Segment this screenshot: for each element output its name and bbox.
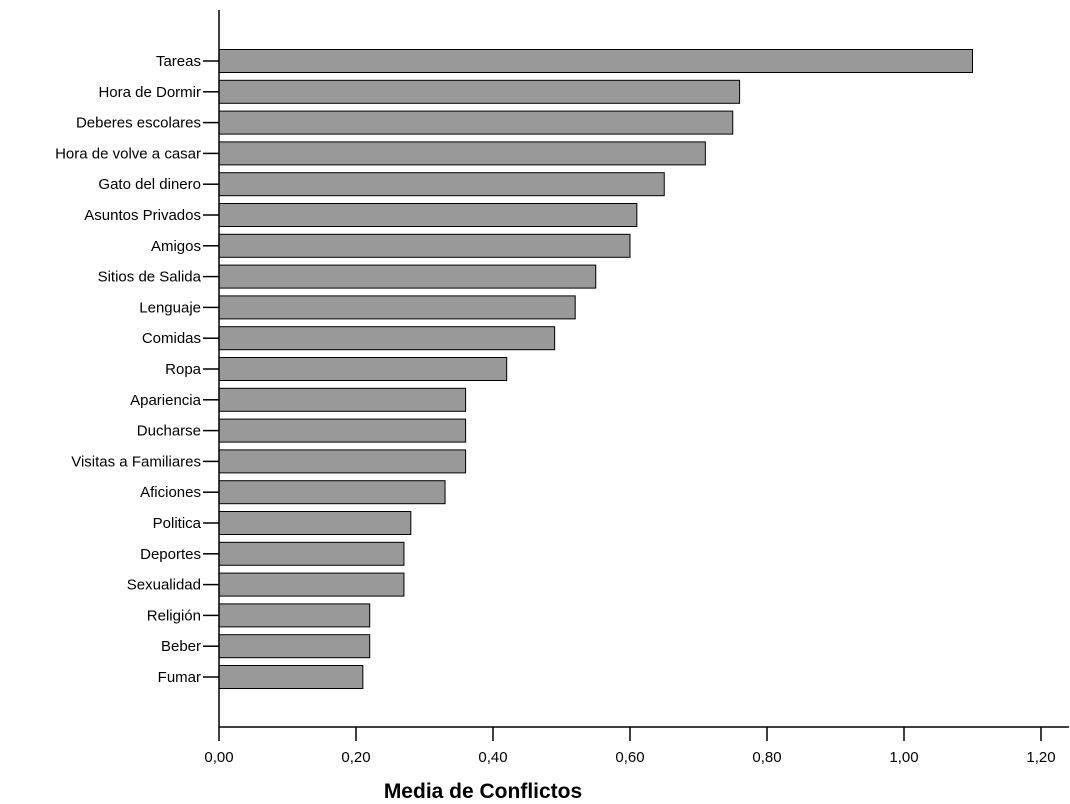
x-tick-label: 0,60 [615, 749, 644, 766]
bar [218, 326, 556, 351]
x-tick-label: 0,20 [341, 749, 370, 766]
y-tick-label: Hora de volve a casar [55, 145, 201, 162]
y-tick-label: Politica [153, 515, 202, 532]
y-tick-label: Fumar [158, 669, 201, 686]
y-tick-label: Aficiones [140, 484, 201, 501]
y-tick-label: Ropa [165, 361, 202, 378]
y-tick-label: Deportes [140, 546, 201, 563]
bar [218, 141, 706, 166]
y-tick-label: Deberes escolares [76, 115, 201, 132]
y-tick-label: Amigos [151, 238, 201, 255]
y-tick-label: Sitios de Salida [98, 269, 202, 286]
x-tick-label: 0,80 [752, 749, 781, 766]
bar [218, 357, 508, 381]
y-tick-label: Ducharse [137, 423, 201, 440]
bar [218, 387, 467, 412]
x-tick-label: 0,40 [478, 749, 507, 766]
bar [218, 233, 631, 258]
x-axis-title: Media de Conflictos [384, 780, 582, 803]
bar [218, 79, 741, 104]
y-tick-label: Tareas [156, 53, 201, 70]
y-tick-label: Asuntos Privados [84, 207, 201, 224]
y-tick-label: Gato del dinero [98, 176, 201, 193]
y-tick-label: Religión [147, 607, 201, 624]
bar [218, 49, 973, 73]
x-ticks-group: 0,00 0,20 0,40 0,60 0,80 1,00 1,20 [204, 727, 1056, 766]
x-tick-label: 0,00 [204, 749, 233, 766]
bar [218, 203, 638, 227]
x-tick-label: 1,00 [889, 749, 918, 766]
bar [218, 634, 371, 659]
bar [218, 665, 364, 689]
bar [218, 295, 576, 320]
bar [218, 511, 412, 535]
bar [218, 418, 467, 443]
bar [218, 572, 405, 597]
bar [218, 264, 597, 289]
y-tick-label: Apariencia [130, 392, 202, 409]
y-ticks-group: Tareas Hora de Dormir Deberes escolares Hor… [55, 53, 219, 686]
bar [218, 172, 665, 197]
x-tick-label: 1,20 [1026, 749, 1055, 766]
bar [218, 541, 405, 566]
bar [218, 110, 734, 135]
y-tick-label: Hora de Dormir [98, 84, 201, 101]
bar [218, 449, 467, 474]
y-tick-label: Lenguaje [139, 299, 201, 316]
y-tick-label: Beber [161, 638, 201, 655]
y-tick-label: Visitas a Familiares [71, 453, 201, 470]
bar [218, 480, 446, 505]
bar [218, 603, 371, 628]
y-tick-label: Sexualidad [127, 577, 201, 594]
y-tick-label: Comidas [142, 330, 201, 347]
bars-group [218, 49, 973, 689]
